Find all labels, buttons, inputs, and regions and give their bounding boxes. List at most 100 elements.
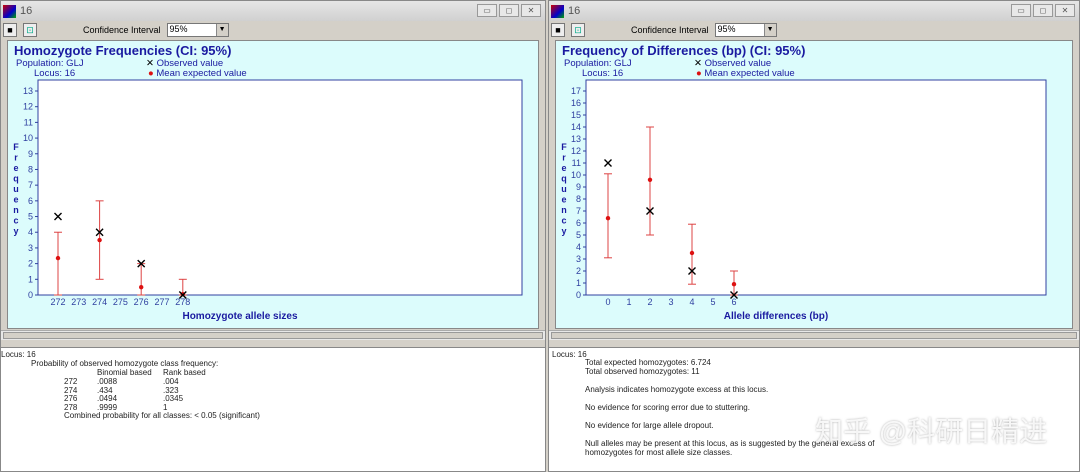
y-axis-label-char: c: [13, 216, 18, 226]
chevron-down-icon[interactable]: ▼: [763, 24, 776, 36]
title-bar: 16 ▭ ◻ ✕: [549, 1, 1079, 21]
scroll-thumb[interactable]: [3, 332, 543, 339]
y-tick-label: 3: [576, 254, 581, 264]
observed-total: Total observed homozygotes: 11: [585, 367, 700, 376]
prob-cell: 272: [64, 377, 78, 386]
chart-title: Homozygote Frequencies (CI: 95%): [14, 43, 232, 58]
results-text: Locus: 16 Total expected homozygotes: 6.7…: [549, 347, 1079, 471]
y-tick-label: 0: [28, 290, 33, 300]
window-differences: 16 ▭ ◻ ✕ ■ ⊡ Confidence Interval 95% ▼ Frequ…: [548, 0, 1080, 472]
save-icon[interactable]: ■: [551, 23, 565, 37]
close-button[interactable]: ✕: [1055, 4, 1075, 17]
y-tick-label: 12: [571, 146, 581, 156]
maximize-button[interactable]: ◻: [499, 4, 519, 17]
y-axis-label-char: F: [13, 142, 19, 152]
chart-icon[interactable]: ⊡: [571, 23, 585, 37]
minimize-button[interactable]: ▭: [477, 4, 497, 17]
scroll-thumb[interactable]: [551, 332, 1077, 339]
y-tick-label: 11: [572, 158, 581, 168]
window-title: 16: [20, 5, 33, 17]
ci-select[interactable]: 95% ▼: [714, 23, 777, 37]
y-axis-label-char: c: [561, 216, 566, 226]
prob-cell: .0345: [163, 394, 184, 403]
y-tick-label: 0: [576, 290, 581, 300]
y-tick-label: 10: [571, 170, 581, 180]
population-label: Population: GLJ: [564, 58, 632, 69]
y-axis-label-char: e: [13, 163, 18, 173]
observed-point: [646, 207, 654, 215]
y-axis-label-char: F: [561, 142, 567, 152]
title-bar: 16 ▭ ◻ ✕: [1, 1, 545, 21]
analysis-line: Analysis indicates homozygote excess at …: [585, 385, 769, 394]
y-axis-label-char: e: [13, 195, 18, 205]
observed-point: [95, 228, 104, 237]
null-allele-line: Null alleles may be present at this locu…: [585, 439, 875, 448]
prob-cell: 276: [64, 394, 78, 403]
legend-observed: Observed value: [704, 58, 772, 69]
maximize-button[interactable]: ◻: [1033, 4, 1053, 17]
mean-point: [139, 284, 144, 290]
observed-x-icon: ✕: [146, 58, 154, 69]
locus-label: Locus: 16: [34, 68, 76, 79]
y-tick-label: 16: [571, 98, 581, 108]
locus-text: Locus: 16: [552, 350, 587, 359]
x-tick-label: 275: [113, 297, 128, 307]
prob-cell: .004: [163, 377, 179, 386]
population-label: Population: GLJ: [16, 58, 84, 69]
stutter-line: No evidence for scoring error due to stu…: [585, 403, 750, 412]
col-rank: Rank based: [163, 368, 206, 377]
x-tick-label: 277: [154, 297, 169, 307]
prob-cell: 278: [64, 402, 78, 412]
x-tick-label: 3: [668, 297, 673, 307]
mean-point: [647, 177, 653, 182]
ci-value: 95%: [717, 24, 736, 34]
locus-label: Locus: 16: [582, 68, 624, 79]
legend-observed: Observed value: [156, 58, 224, 69]
y-tick-label: 9: [576, 182, 581, 192]
x-tick-label: 4: [689, 297, 694, 307]
prob-cell: .434: [97, 385, 113, 395]
observed-point: [54, 212, 62, 221]
prob-cell: 1: [163, 402, 168, 412]
y-tick-label: 8: [576, 194, 581, 204]
ci-select[interactable]: 95% ▼: [166, 23, 229, 37]
close-button[interactable]: ✕: [521, 4, 541, 17]
observed-point: [137, 259, 146, 268]
y-axis-label-char: n: [13, 205, 19, 215]
horizontal-scrollbar[interactable]: [1, 330, 545, 340]
y-axis-label-char: q: [13, 174, 19, 184]
chart-icon[interactable]: ⊡: [23, 23, 37, 37]
prob-cell: .9999: [97, 402, 118, 412]
prob-cell: 274: [64, 385, 78, 395]
dropout-line: No evidence for large allele dropout.: [585, 421, 714, 430]
expected-total: Total expected homozygotes: 6.724: [585, 358, 711, 367]
mean-point: [55, 255, 61, 261]
window-title: 16: [568, 5, 581, 17]
results-text: Locus: 16 Probability of observed homozyg…: [1, 347, 545, 471]
x-tick-label: 6: [731, 297, 736, 307]
y-tick-label: 9: [28, 149, 33, 159]
y-axis-label-char: y: [561, 226, 566, 236]
mean-dot-icon: ●: [148, 68, 154, 79]
app-icon: [3, 4, 16, 18]
chevron-down-icon[interactable]: ▼: [215, 24, 228, 36]
y-tick-label: 4: [576, 242, 581, 252]
prob-cell: .323: [163, 385, 179, 395]
watermark: 知乎 @科研日精进: [815, 416, 1048, 447]
observed-point: [730, 291, 738, 299]
y-axis-label-char: y: [13, 226, 18, 236]
horizontal-scrollbar[interactable]: [549, 330, 1079, 340]
save-icon[interactable]: ■: [3, 23, 17, 37]
y-axis-label-char: e: [561, 195, 566, 205]
y-axis-label-char: q: [561, 174, 567, 184]
y-axis-label-char: u: [13, 184, 19, 194]
y-tick-label: 4: [28, 227, 33, 237]
y-axis-label-char: u: [561, 184, 567, 194]
y-tick-label: 3: [28, 243, 33, 253]
chart-panel: Frequency of Differences (bp) (CI: 95%) …: [555, 40, 1073, 329]
x-axis-label: Homozygote allele sizes: [182, 311, 297, 322]
y-tick-label: 7: [576, 206, 581, 216]
ci-value: 95%: [169, 24, 188, 34]
minimize-button[interactable]: ▭: [1011, 4, 1031, 17]
